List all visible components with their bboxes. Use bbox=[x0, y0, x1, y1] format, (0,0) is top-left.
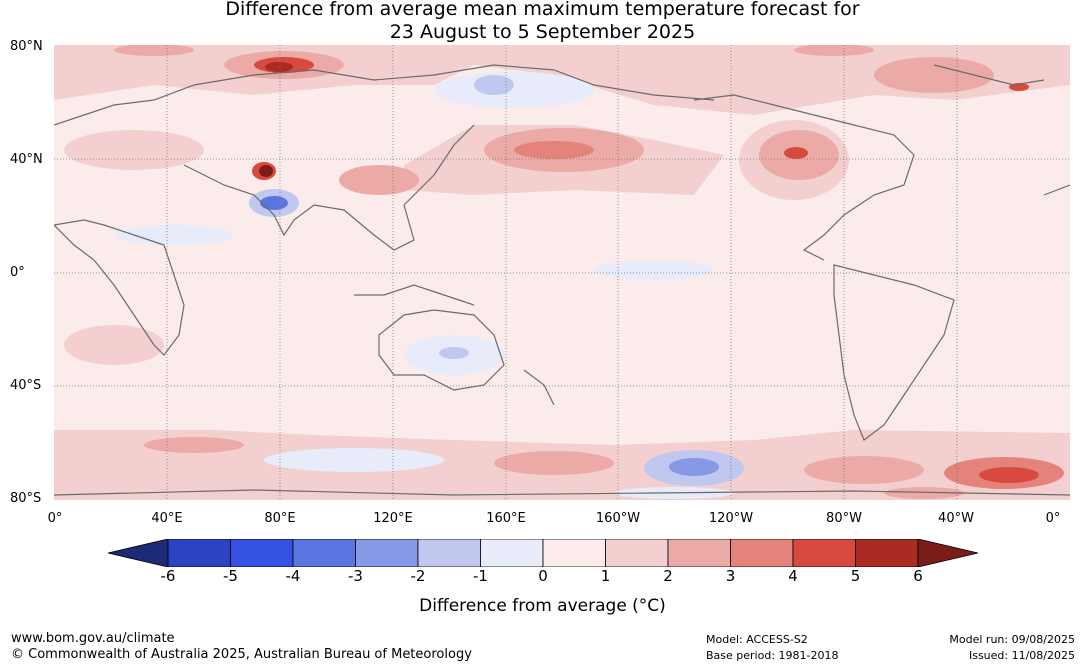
lat-label-40s: 40°S bbox=[10, 378, 42, 393]
colorbar-tick-label: -6 bbox=[160, 567, 176, 585]
colorbar-segment bbox=[355, 539, 419, 567]
lon-label-40w: 40°W bbox=[938, 511, 974, 526]
lon-label-80e: 80°E bbox=[264, 511, 296, 526]
map-svg bbox=[54, 45, 1070, 500]
lon-label-40e: 40°E bbox=[151, 511, 183, 526]
colorbar-tick-label: 2 bbox=[663, 567, 673, 585]
map-title-line1: Difference from average mean maximum tem… bbox=[225, 0, 860, 20]
temperature-anomaly-map bbox=[54, 45, 1070, 500]
colorbar bbox=[108, 539, 978, 567]
colorbar-label: Difference from average (°C) bbox=[419, 596, 666, 616]
anomaly-fill-warm bbox=[54, 45, 1070, 500]
colorbar-tick-label: -3 bbox=[348, 567, 363, 585]
colorbar-under-triangle bbox=[108, 539, 169, 567]
colorbar-tick-label: 3 bbox=[725, 567, 736, 585]
lon-label-0-right: 0° bbox=[1045, 511, 1061, 526]
colorbar-segment bbox=[667, 539, 731, 567]
footer-base-period: Base period: 1981-2018 bbox=[706, 649, 839, 662]
graticule bbox=[54, 45, 1070, 500]
colorbar-tick-label: -4 bbox=[285, 567, 301, 585]
colorbar-tick-label: 1 bbox=[600, 567, 611, 585]
colorbar-tick-label: 6 bbox=[913, 567, 923, 585]
lat-label-40n: 40°N bbox=[10, 152, 43, 167]
colorbar-tick-label: 4 bbox=[788, 567, 798, 585]
colorbar-tick-label: -1 bbox=[473, 567, 488, 585]
lat-label-80n: 80°N bbox=[10, 39, 43, 54]
colorbar-tick-label: 5 bbox=[850, 567, 861, 585]
colorbar-over-triangle bbox=[917, 539, 978, 567]
map-title-line2: 23 August to 5 September 2025 bbox=[389, 21, 696, 43]
lon-label-120w: 120°W bbox=[708, 511, 754, 526]
colorbar-segment bbox=[542, 539, 606, 567]
lon-label-160w: 160°W bbox=[595, 511, 641, 526]
footer-model-run: Model run: 09/08/2025 bbox=[949, 633, 1075, 646]
anomaly-fill-cool bbox=[114, 72, 744, 499]
colorbar-segment bbox=[292, 539, 356, 567]
colorbar-segment bbox=[730, 539, 794, 567]
colorbar-segment bbox=[230, 539, 294, 567]
colorbar-segment bbox=[792, 539, 856, 567]
colorbar-tick-label: -2 bbox=[410, 567, 426, 585]
colorbar-segment bbox=[855, 539, 919, 567]
lon-label-80w: 80°W bbox=[826, 511, 862, 526]
lon-label-120e: 120°E bbox=[373, 511, 413, 526]
coastlines bbox=[54, 64, 1070, 496]
colorbar-segment bbox=[605, 539, 669, 567]
lat-label-equator: 0° bbox=[10, 265, 25, 280]
footer-copyright: © Commonwealth of Australia 2025, Austra… bbox=[11, 647, 472, 662]
colorbar-segment bbox=[167, 539, 231, 567]
footer-model: Model: ACCESS-S2 bbox=[706, 633, 808, 646]
footer-issued: Issued: 11/08/2025 bbox=[968, 649, 1075, 662]
lat-label-80s: 80°S bbox=[10, 491, 42, 506]
colorbar-segment bbox=[480, 539, 544, 567]
lon-label-0: 0° bbox=[47, 511, 63, 526]
lon-label-160e: 160°E bbox=[486, 511, 526, 526]
colorbar-segment bbox=[417, 539, 481, 567]
colorbar-tick-label: -5 bbox=[223, 567, 238, 585]
footer-website[interactable]: www.bom.gov.au/climate bbox=[11, 631, 175, 646]
colorbar-tick-label: 0 bbox=[538, 567, 548, 585]
